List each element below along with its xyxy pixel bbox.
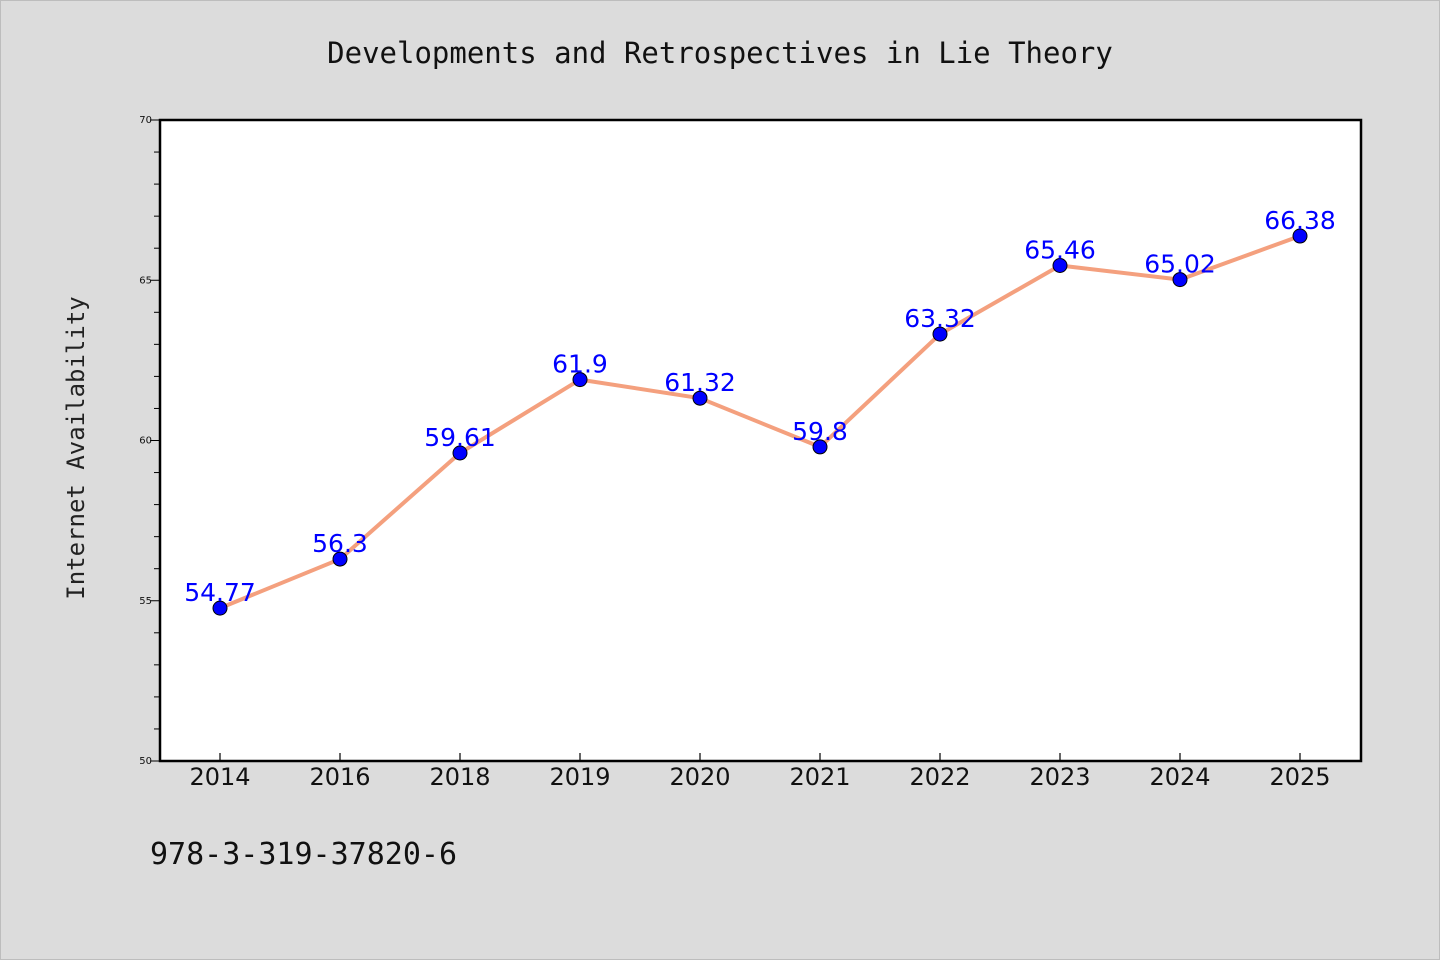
data-label: 63.32 (904, 304, 976, 333)
x-tick-label: 2024 (1149, 763, 1210, 791)
series-line (218, 234, 1302, 611)
x-tick-label: 2021 (789, 763, 850, 791)
data-label: 59.8 (792, 417, 848, 446)
x-tick-label: 2016 (309, 763, 370, 791)
data-point (692, 390, 708, 406)
plot-border (158, 118, 1363, 763)
x-tick-label: 2019 (549, 763, 610, 791)
data-point (1052, 258, 1068, 274)
plot-area (160, 120, 1361, 761)
data-label: 65.02 (1144, 250, 1216, 279)
chart-title: Developments and Retrospectives in Lie T… (327, 36, 1113, 70)
x-tick-label: 2025 (1269, 763, 1330, 791)
data-label: 61.9 (552, 350, 608, 379)
x-tick-label: 2014 (189, 763, 250, 791)
y-tick-label: 50 (139, 756, 152, 767)
x-tick-label: 2018 (429, 763, 490, 791)
data-label: 66.38 (1264, 206, 1336, 235)
x-axis: 2014 2016 2018 2019 2020 2021 2022 2023 2024 2025 (189, 753, 1331, 791)
data-point (212, 600, 228, 616)
y-tick-label: 60 (139, 436, 152, 447)
y-tick-label: 70 (139, 115, 152, 126)
y-axis-label: Internet Availability (62, 296, 90, 599)
y-axis: 50 55 60 65 70 (139, 115, 160, 767)
data-point (1292, 228, 1308, 244)
data-label: 61.32 (664, 368, 736, 397)
data-point (572, 372, 588, 388)
y-tick-label: 55 (139, 596, 152, 607)
data-point (932, 326, 948, 342)
data-point (332, 551, 348, 567)
series-layer: 54.77 56.3 59.61 61.9 61.32 59.8 63.32 65.46 65.… (184, 206, 1336, 616)
y-tick-label: 65 (139, 275, 152, 286)
data-point (452, 445, 468, 461)
data-point (1172, 272, 1188, 288)
data-label: 65.46 (1024, 236, 1096, 265)
isbn-footer: 978-3-319-37820-6 (150, 837, 457, 872)
data-label: 59.61 (424, 423, 496, 452)
x-tick-label: 2023 (1029, 763, 1090, 791)
data-point (812, 439, 828, 455)
data-label: 56.3 (312, 529, 368, 558)
x-tick-label: 2020 (669, 763, 730, 791)
data-label: 54.77 (184, 578, 256, 607)
x-tick-label: 2022 (909, 763, 970, 791)
